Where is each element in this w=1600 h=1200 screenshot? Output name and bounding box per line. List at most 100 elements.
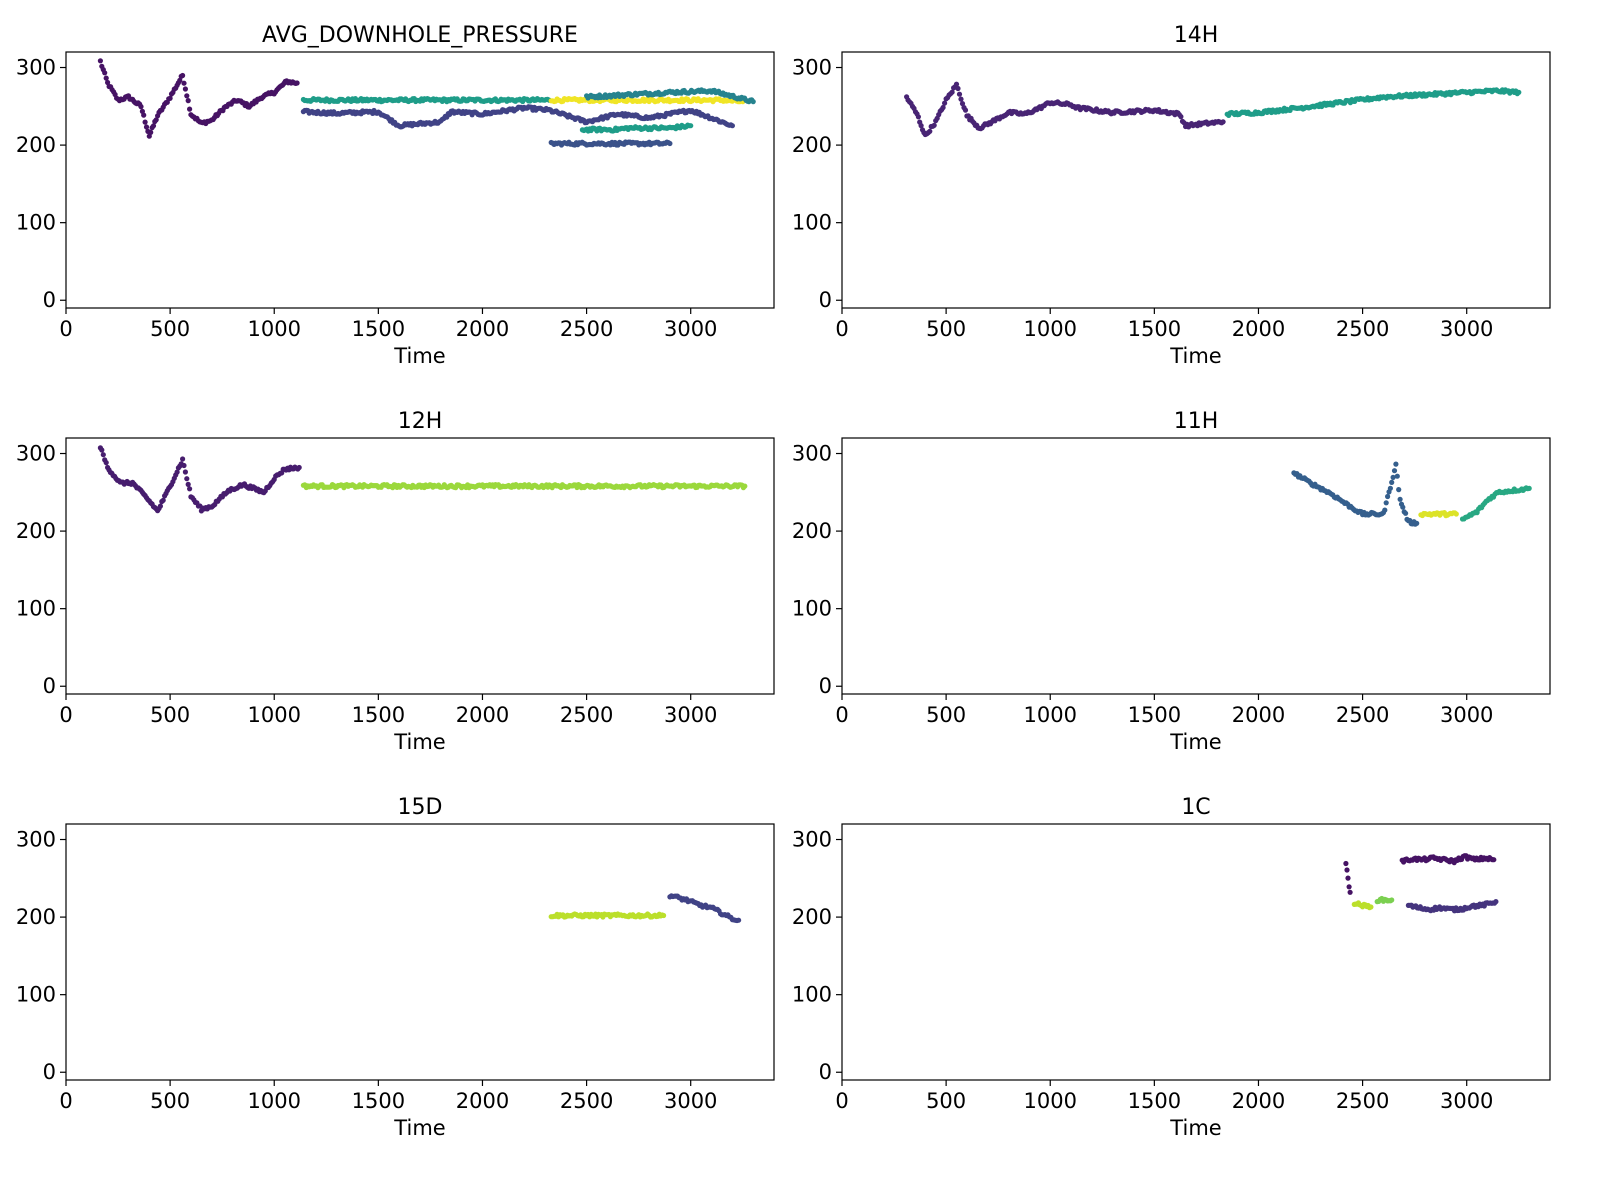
panel-4: 0 500 1000 1500 2000 2500 3000 0 100 200 300 15D Tim…: [16, 795, 775, 1140]
data-point: [180, 456, 186, 462]
panel-1: 0 500 1000 1500 2000 2500 3000 0 100 200 300 14H Tim…: [792, 23, 1551, 368]
data-point: [138, 104, 144, 110]
panel-3: 0 500 1000 1500 2000 2500 3000 0 100 200 300 11H Tim…: [792, 409, 1551, 754]
x-tick-label: 0: [835, 703, 848, 727]
x-tick-label: 500: [150, 317, 190, 341]
plot-frame: [65, 51, 775, 309]
data-point: [1491, 857, 1497, 863]
series-trace: [1291, 461, 1420, 527]
points: [904, 81, 1522, 138]
x-tick-label: 1000: [248, 703, 301, 727]
y-tick-label: 300: [16, 442, 56, 466]
data-point: [1389, 479, 1395, 485]
data-point: [1396, 487, 1402, 493]
x-axis-label: Time: [1169, 730, 1221, 754]
plot-frame: [841, 823, 1551, 1081]
data-point: [959, 101, 966, 107]
data-point: [918, 123, 924, 129]
x-tick-label: 1000: [1024, 703, 1077, 727]
y-tick-label: 0: [819, 1060, 832, 1084]
series-trace: [97, 445, 302, 514]
x-tick-label: 3000: [1440, 317, 1493, 341]
data-point: [182, 469, 188, 475]
data-point: [167, 95, 173, 101]
data-point: [915, 114, 922, 120]
data-point: [174, 469, 180, 475]
data-point: [142, 119, 148, 125]
data-point: [1343, 860, 1349, 867]
data-point: [736, 917, 742, 923]
data-point: [953, 81, 960, 87]
y-tick-label: 100: [16, 983, 56, 1007]
panel-title: 15D: [398, 795, 443, 820]
y-tick-label: 200: [16, 519, 56, 543]
data-point: [750, 99, 756, 105]
data-point: [184, 476, 190, 482]
data-point: [181, 80, 187, 86]
data-point: [1385, 493, 1391, 500]
data-point: [100, 452, 106, 458]
data-point: [185, 98, 191, 104]
x-tick-label: 3000: [664, 317, 717, 341]
plot-frame: [841, 437, 1551, 695]
data-point: [1453, 511, 1459, 517]
y-tick-label: 300: [16, 828, 56, 852]
data-point: [1387, 485, 1393, 491]
data-point: [1391, 468, 1398, 474]
panel-2: 0 500 1000 1500 2000 2500 3000 0 100 200 300 12H Tim…: [16, 409, 775, 754]
x-tick-label: 2000: [456, 1089, 509, 1113]
data-point: [729, 123, 736, 129]
x-tick-label: 0: [59, 703, 72, 727]
series-onset: [1343, 860, 1353, 895]
x-tick-label: 3000: [664, 703, 717, 727]
points: [97, 445, 748, 514]
data-point: [1383, 500, 1389, 506]
x-tick-label: 0: [835, 1089, 848, 1113]
y-tick-label: 300: [16, 56, 56, 80]
y-tick-label: 100: [792, 597, 832, 621]
y-tick-label: 200: [16, 905, 56, 929]
y-tick-label: 200: [792, 519, 832, 543]
x-tick-label: 3000: [664, 1089, 717, 1113]
data-point: [182, 86, 188, 92]
x-tick-label: 3000: [1440, 1089, 1493, 1113]
y-tick-label: 100: [16, 597, 56, 621]
data-point: [958, 96, 964, 102]
y-tick-label: 0: [43, 1060, 56, 1084]
y-tick-label: 200: [16, 133, 56, 157]
data-point: [1414, 520, 1420, 526]
series-trace: [904, 81, 1226, 138]
x-axis-label: Time: [393, 1116, 445, 1140]
panel-title: 12H: [398, 409, 443, 434]
data-point: [1382, 507, 1388, 513]
data-point: [1347, 889, 1353, 895]
y-tick-label: 100: [16, 211, 56, 235]
series-level-258: [300, 482, 748, 491]
points: [1343, 853, 1499, 914]
x-tick-label: 0: [59, 317, 72, 341]
x-tick-label: 1500: [352, 317, 405, 341]
y-tick-label: 300: [792, 56, 832, 80]
x-tick-label: 1000: [248, 1089, 301, 1113]
x-axis-label: Time: [393, 344, 445, 368]
x-tick-label: 500: [150, 703, 190, 727]
data-point: [153, 117, 159, 123]
data-point: [181, 462, 187, 469]
data-point: [160, 497, 166, 503]
y-tick-label: 200: [792, 133, 832, 157]
x-tick-label: 1000: [1024, 317, 1077, 341]
data-point: [927, 128, 933, 134]
points: [97, 58, 756, 148]
data-point: [103, 75, 109, 81]
data-point: [931, 122, 937, 128]
panel-title: AVG_DOWNHOLE_PRESSURE: [262, 23, 578, 48]
points: [548, 893, 742, 924]
data-point: [940, 104, 946, 111]
data-point: [102, 70, 108, 76]
x-tick-label: 2500: [560, 317, 613, 341]
x-tick-label: 2000: [1232, 1089, 1285, 1113]
data-point: [1346, 884, 1352, 890]
plot-frame: [65, 823, 775, 1081]
x-tick-label: 500: [926, 1089, 966, 1113]
series-band-220: [579, 122, 694, 134]
